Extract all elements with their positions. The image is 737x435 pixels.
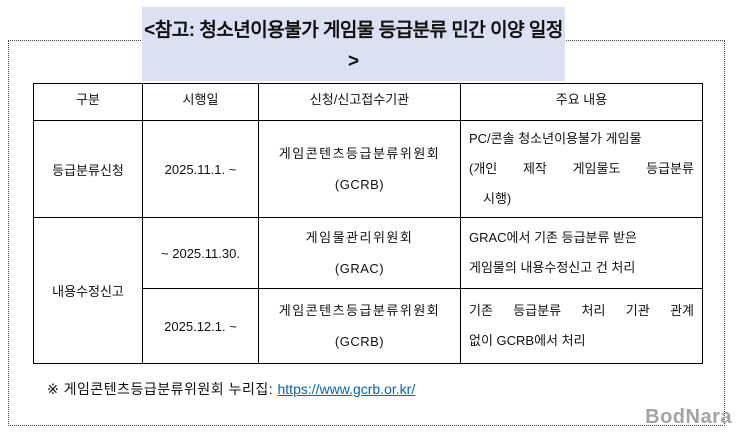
agency-abbr: (GCRB): [334, 334, 385, 349]
content-line: 기존 등급분류 처리 기관 관계: [469, 303, 694, 318]
schedule-table-container: 구분 시행일 신청/신고접수기관 주요 내용 등급분류신청 2025.11.1.…: [33, 83, 703, 364]
content-line: (개인 제작 게임물도 등급분류: [469, 161, 694, 176]
cell-agency-r2: 게임물관리위원회 (GRAC): [258, 217, 461, 289]
agency-name: 게임물관리위원회: [305, 230, 414, 245]
cell-period-r3: 2025.12.1. ~: [142, 288, 259, 364]
bodnara-watermark: BodNara: [645, 406, 732, 428]
cell-content-r1: PC/콘솔 청소년이용불가 게임물 (개인 제작 게임물도 등급분류 시행): [460, 120, 703, 218]
footnote-text: ※ 게임콘텐츠등급분류위원회 누리집:: [47, 381, 278, 397]
gcrb-link[interactable]: https://www.gcrb.or.kr/: [277, 381, 416, 397]
header-main-content: 주요 내용: [460, 83, 703, 121]
agency-abbr: (GCRB): [334, 177, 385, 192]
header-agency: 신청/신고접수기관: [258, 83, 461, 121]
schedule-table: 구분 시행일 신청/신고접수기관 주요 내용 등급분류신청 2025.11.1.…: [33, 83, 703, 364]
cell-agency-r1: 게임콘텐츠등급분류위원회 (GCRB): [258, 120, 461, 218]
agency-name: 게임콘텐츠등급분류위원회: [278, 146, 441, 161]
content-line: 게임물의 내용수정신고 건 처리: [469, 260, 636, 275]
page-title-box: <참고: 청소년이용불가 게임물 등급분류 민간 이양 일정 >: [142, 7, 565, 81]
cell-category-modification: 내용수정신고: [33, 217, 143, 364]
content-line: 시행): [483, 191, 512, 206]
agency-abbr: (GRAC): [334, 261, 385, 276]
page-title-continued: >: [347, 50, 360, 72]
table-row: 2025.12.1. ~ 게임콘텐츠등급분류위원회 (GCRB) 기존 등급분류…: [34, 288, 703, 364]
cell-content-r2: GRAC에서 기존 등급분류 받은 게임물의 내용수정신고 건 처리: [460, 217, 703, 289]
content-line: GRAC에서 기존 등급분류 받은: [469, 230, 637, 245]
header-category: 구분: [33, 83, 143, 121]
cell-period-r1: 2025.11.1. ~: [142, 120, 259, 218]
table-header-row: 구분 시행일 신청/신고접수기관 주요 내용: [33, 83, 703, 121]
table-row: 등급분류신청 2025.11.1. ~ 게임콘텐츠등급분류위원회 (GCRB) …: [33, 120, 703, 218]
header-effective-date: 시행일: [142, 83, 259, 121]
cell-content-r3: 기존 등급분류 처리 기관 관계 없이 GCRB에서 처리: [460, 288, 703, 364]
page-title: <참고: 청소년이용불가 게임물 등급분류 민간 이양 일정: [144, 20, 563, 42]
agency-name: 게임콘텐츠등급분류위원회: [278, 303, 441, 318]
table-row: 내용수정신고 ~ 2025.11.30. 게임물관리위원회 (GRAC) GRA…: [33, 217, 703, 364]
cell-category-rating: 등급분류신청: [33, 120, 143, 218]
content-line: PC/콘솔 청소년이용불가 게임물: [469, 131, 642, 146]
content-line: 없이 GCRB에서 처리: [469, 333, 586, 348]
cell-period-r2: ~ 2025.11.30.: [142, 217, 259, 289]
footnote: ※ 게임콘텐츠등급분류위원회 누리집: https://www.gcrb.or.…: [47, 379, 415, 399]
cell-agency-r3: 게임콘텐츠등급분류위원회 (GCRB): [258, 288, 461, 364]
